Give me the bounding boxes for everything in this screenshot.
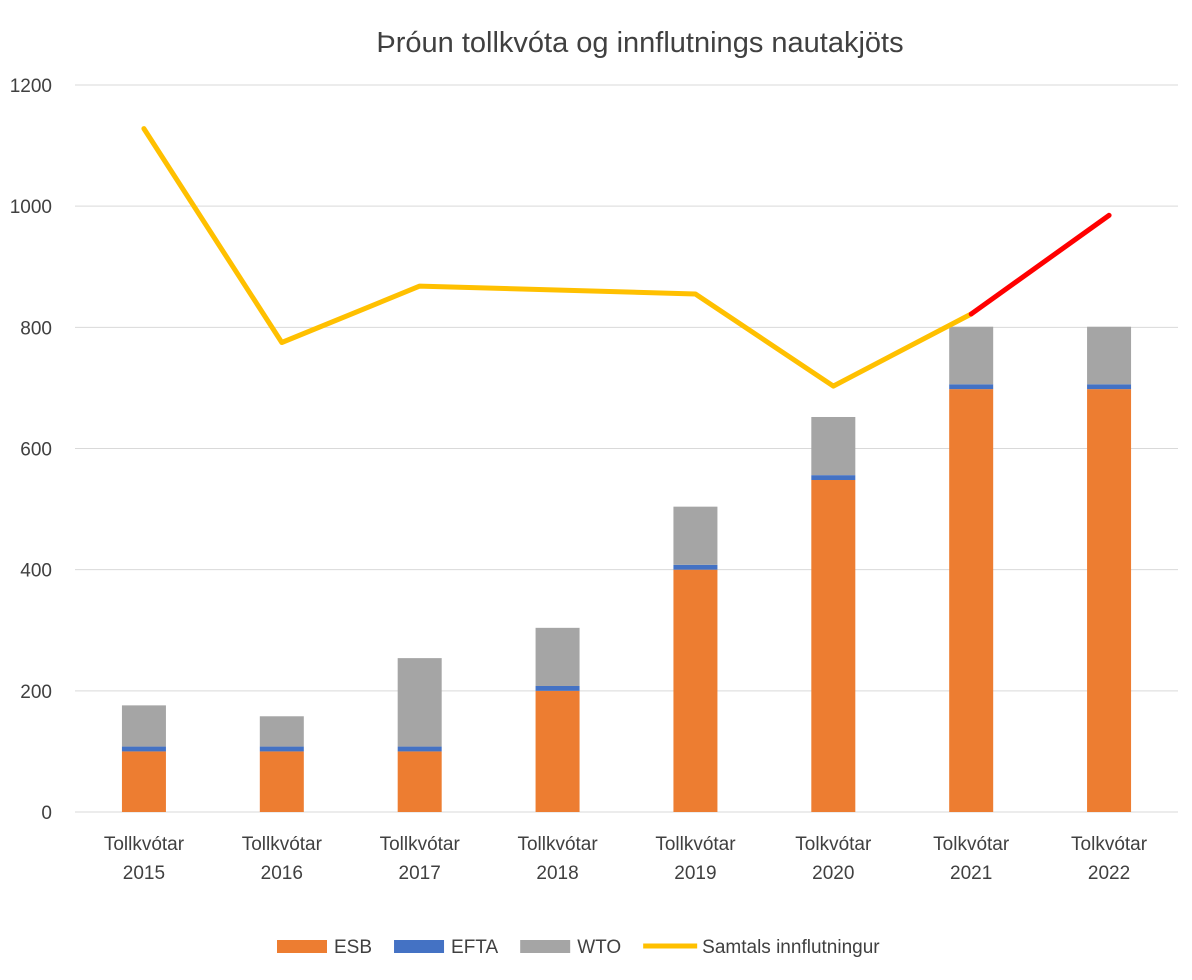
x-tick-label-3: Tollkvótar 2018: [517, 834, 598, 884]
y-tick-label-800: 800: [20, 318, 52, 339]
legend-label-esb: ESB: [334, 937, 372, 958]
x-tick-label-line: Tolkvótar: [1071, 834, 1148, 855]
bar-efta-5: [811, 475, 856, 481]
x-tick-label-line: 2016: [261, 863, 303, 884]
bar-efta-4: [673, 564, 718, 570]
line-total-import-highlight: [968, 212, 1112, 317]
y-tick-label-600: 600: [20, 440, 52, 461]
x-tick-label-0: Tollkvótar 2015: [104, 834, 185, 884]
bar-esb-3: [535, 690, 580, 812]
x-tick-label-line: 2021: [950, 863, 992, 884]
bar-esb-6: [949, 389, 994, 812]
x-tick-label-line: 2019: [674, 863, 716, 884]
x-tick-label-6: Tolkvótar 2021: [933, 834, 1010, 884]
x-tick-label-line: Tolkvótar: [933, 834, 1010, 855]
x-axis-labels: Tollkvótar 2015 Tollkvótar 2016 Tollkvótar 20…: [104, 834, 1148, 884]
bar-wto-1: [259, 716, 304, 747]
total-import-line: [141, 126, 1112, 389]
bar-wto-4: [673, 506, 718, 565]
y-tick-label-400: 400: [20, 561, 52, 582]
legend-swatch-efta: [394, 940, 445, 953]
legend-label-wto: WTO: [577, 937, 621, 958]
legend: ESB EFTA WTO Samtals innflutningur: [277, 937, 880, 958]
y-tick-label-200: 200: [20, 682, 52, 703]
y-axis-ticks: 0 200 400 600 800 1000 1200: [10, 76, 52, 824]
chart-title: Þróun tollkvóta og innflutnings nautakjö…: [376, 27, 903, 59]
y-tick-label-0: 0: [41, 803, 52, 824]
x-tick-label-line: Tollkvótar: [380, 834, 461, 855]
bars: [121, 326, 1132, 812]
x-tick-label-line: 2018: [536, 863, 578, 884]
legend-label-efta: EFTA: [451, 937, 498, 958]
bar-wto-7: [1087, 326, 1132, 385]
legend-label-samtals-innflutningur: Samtals innflutningur: [702, 937, 880, 958]
y-tick-label-1200: 1200: [10, 76, 52, 97]
x-tick-label-line: 2015: [123, 863, 165, 884]
x-tick-label-line: 2017: [399, 863, 441, 884]
gridlines: [75, 84, 1178, 813]
bar-efta-1: [259, 746, 304, 752]
bar-esb-5: [811, 480, 856, 812]
bar-efta-3: [535, 685, 580, 691]
bar-esb-1: [259, 751, 304, 812]
bar-esb-7: [1087, 389, 1132, 812]
bar-efta-0: [121, 746, 166, 752]
x-tick-label-line: Tolkvótar: [795, 834, 872, 855]
x-tick-label-line: 2020: [812, 863, 854, 884]
x-tick-label-2: Tollkvótar 2017: [380, 834, 461, 884]
bar-esb-2: [397, 751, 442, 812]
bar-efta-2: [397, 746, 442, 752]
bar-esb-0: [121, 751, 166, 812]
bar-esb-4: [673, 569, 718, 812]
x-tick-label-5: Tolkvótar 2020: [795, 834, 872, 884]
bar-wto-5: [811, 416, 856, 476]
x-tick-label-line: Tollkvótar: [242, 834, 323, 855]
legend-swatch-wto: [520, 940, 571, 953]
bar-wto-0: [121, 705, 166, 747]
bar-wto-2: [397, 658, 442, 747]
x-tick-label-1: Tollkvótar 2016: [242, 834, 323, 884]
x-tick-label-4: Tollkvótar 2019: [655, 834, 736, 884]
x-tick-label-line: Tollkvótar: [104, 834, 185, 855]
legend-swatch-esb: [277, 940, 327, 953]
bar-efta-7: [1087, 384, 1132, 390]
x-tick-label-line: Tollkvótar: [517, 834, 598, 855]
y-tick-label-1000: 1000: [10, 197, 52, 218]
x-tick-label-line: 2022: [1088, 863, 1130, 884]
line-total-import: [141, 126, 974, 389]
bar-wto-3: [535, 627, 580, 686]
x-tick-label-line: Tollkvótar: [655, 834, 736, 855]
bar-wto-6: [949, 326, 994, 385]
bar-efta-6: [949, 384, 994, 390]
x-tick-label-7: Tolkvótar 2022: [1071, 834, 1148, 884]
